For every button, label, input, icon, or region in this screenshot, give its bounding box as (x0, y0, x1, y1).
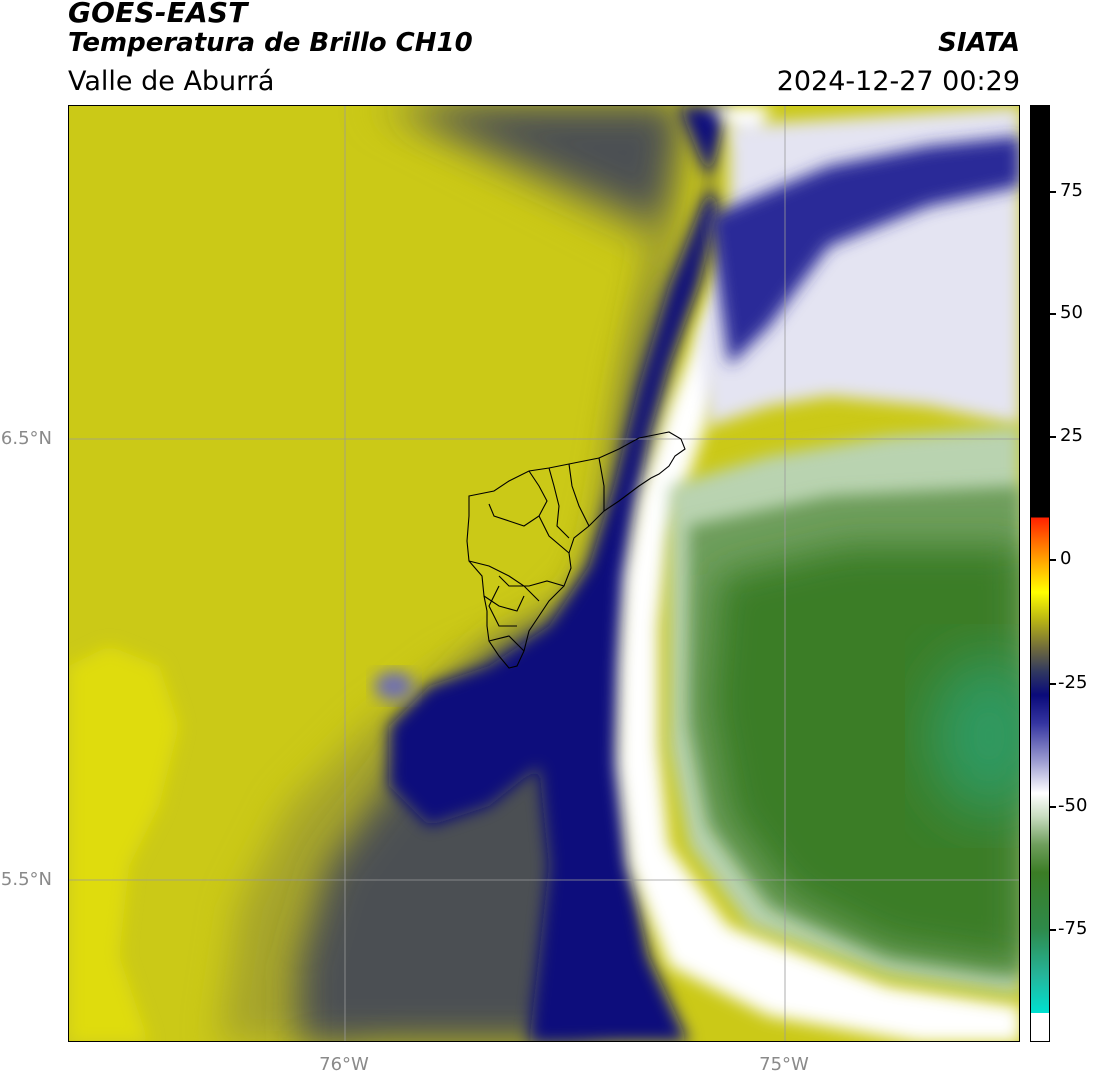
colorbar-tick (1050, 559, 1056, 561)
figure-subtitle: Temperatura de Brillo CH10 (68, 28, 473, 58)
gridlines (69, 106, 1019, 1041)
figure-title: GOES-EAST (68, 0, 248, 29)
colorbar-label-75: 75 (1060, 180, 1083, 201)
colorbar-label-neg25: -25 (1058, 672, 1088, 693)
green-deep (709, 546, 1019, 966)
colorbar-label-50: 50 (1060, 302, 1083, 323)
colorbar-tick (1050, 806, 1056, 808)
map-panel[interactable] (68, 105, 1020, 1042)
municipal-boundaries (466, 431, 686, 669)
colorbar-tick (1050, 683, 1056, 685)
colorbar-label-neg75: -75 (1058, 918, 1088, 939)
colorbar-label-neg50: -50 (1058, 795, 1088, 816)
colorbar-label-0: 0 (1060, 548, 1072, 569)
cold-band (389, 106, 729, 1041)
olive-band (219, 106, 689, 1041)
lon-label-75W: 75°W (759, 1054, 809, 1075)
warm-patch (69, 646, 179, 1041)
colorbar-tick (1050, 191, 1056, 193)
colorbar-tick (1050, 436, 1056, 438)
timestamp-label: 2024-12-27 00:29 (776, 66, 1020, 97)
region-label: Valle de Aburrá (68, 66, 275, 97)
teal-spot (929, 656, 1019, 816)
lat-label-6-5N: 6.5°N (0, 428, 52, 449)
map-canvas (69, 106, 1019, 1041)
colorbar-tick (1050, 929, 1056, 931)
colorbar-label-25: 25 (1060, 425, 1083, 446)
colorbar-tick (1050, 313, 1056, 315)
brand-label: SIATA (938, 28, 1020, 58)
colorbar (1030, 105, 1050, 1042)
cold-cluster (374, 671, 414, 701)
lon-label-76W: 76°W (319, 1054, 369, 1075)
upper-navy-ridge (709, 136, 1019, 366)
lat-label-5-5N: 5.5°N (0, 869, 52, 890)
